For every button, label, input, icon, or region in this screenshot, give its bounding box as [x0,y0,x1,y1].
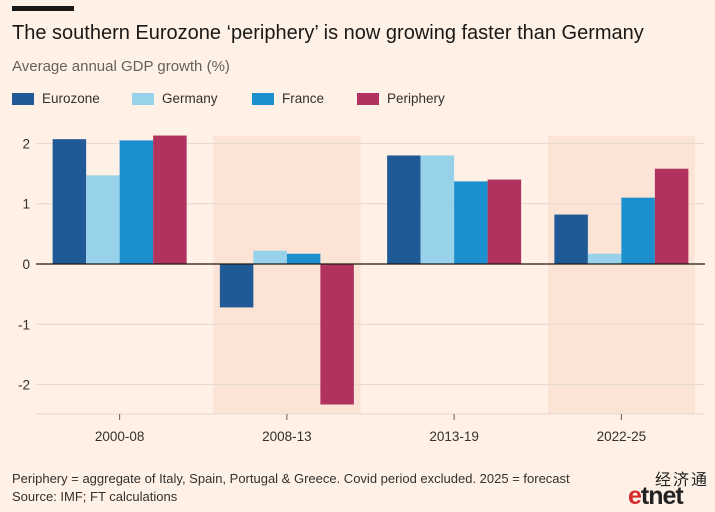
legend-item-eurozone: Eurozone [12,91,100,106]
y-tick-label: -1 [18,317,30,332]
x-tick-label: 2013-19 [429,429,479,444]
brand-bar [12,6,74,11]
watermark-chinese: 经济通 [655,472,710,489]
legend-label: Germany [162,91,218,106]
x-tick-label: 2000-08 [95,429,145,444]
bar-germany [86,175,120,264]
watermark-logo: etnet [628,482,684,510]
bar-periphery [654,168,689,264]
chart-subtitle: Average annual GDP growth (%) [12,58,230,75]
bar-eurozone [52,139,87,264]
legend-label: Eurozone [42,91,100,106]
chart-footnote: Periphery = aggregate of Italy, Spain, P… [12,471,570,486]
legend-item-france: France [252,91,324,106]
bar-germany [587,253,622,264]
bar-france [621,197,655,264]
bar-france [286,253,321,264]
legend-item-periphery: Periphery [357,91,445,106]
bar-germany [253,250,287,264]
y-tick-label: 1 [22,197,30,212]
bar-chart: 2 1 0 -1 -2 2000-08 2008-13 2013-19 2022-25 [18,135,705,444]
bar-france [454,181,488,264]
legend-label: Periphery [387,91,445,106]
x-tick-label: 2008-13 [262,429,312,444]
y-tick-label: -2 [18,378,30,393]
bar-periphery [487,179,522,264]
legend-swatch [132,92,154,105]
chart-title: The southern Eurozone ‘periphery’ is now… [12,22,644,44]
legend-swatch [357,92,379,105]
bar-eurozone [219,264,254,308]
bar-eurozone [554,214,588,264]
legend-swatch [12,92,34,105]
bar-germany [420,155,455,264]
chart-legend: Eurozone Germany France Periphery [12,91,692,109]
chart-source: Source: IMF; FT calculations [12,489,178,504]
y-tick-label: 0 [22,257,30,272]
x-tick-label: 2022-25 [597,429,647,444]
legend-item-germany: Germany [132,91,218,106]
legend-swatch [252,92,274,105]
bar-periphery [320,264,354,405]
bar-periphery [153,135,187,264]
bar-eurozone [387,155,421,264]
legend-label: France [282,91,325,106]
bar-france [119,140,154,264]
y-tick-label: 2 [22,136,30,151]
